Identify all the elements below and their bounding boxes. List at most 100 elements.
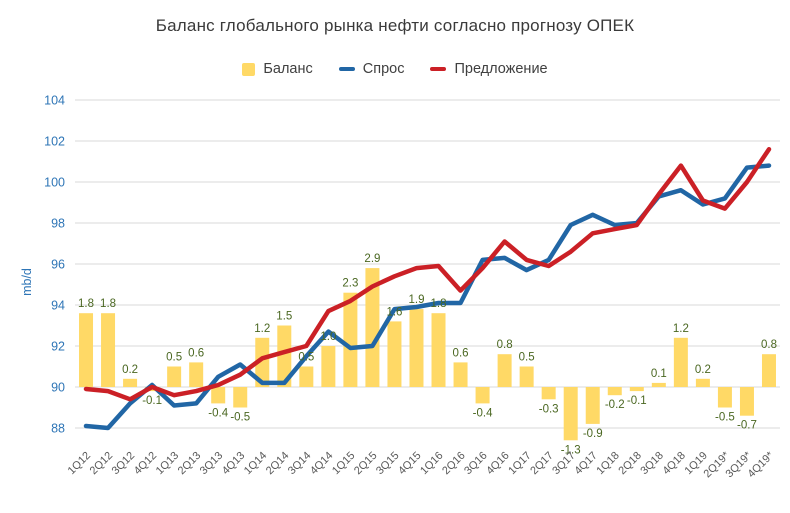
x-tick-label: 3Q18 xyxy=(638,450,666,478)
balance-bar xyxy=(519,366,534,387)
bar-value-label: 1.8 xyxy=(78,298,94,310)
balance-bar xyxy=(607,387,622,396)
bar-value-label: 1.6 xyxy=(386,306,402,318)
bar-value-label: 0.8 xyxy=(497,339,513,351)
bar-value-label: 0.2 xyxy=(122,364,138,376)
y-tick-label: 104 xyxy=(44,94,65,108)
bar-value-label: 0.5 xyxy=(298,352,314,364)
balance-bar xyxy=(101,313,116,387)
y-tick-label: 94 xyxy=(51,299,65,313)
balance-bar xyxy=(79,313,94,387)
bar-value-label: -0.4 xyxy=(473,407,493,419)
x-tick-label: 3Q15 xyxy=(374,450,402,478)
balance-bar xyxy=(673,337,688,387)
balance-bar xyxy=(233,387,248,408)
chart-title: Баланс глобального рынка нефти согласно … xyxy=(155,16,635,35)
balance-bar xyxy=(299,366,314,387)
bar-value-label: -0.5 xyxy=(230,412,250,424)
bar-value-label: 0.8 xyxy=(761,339,777,351)
bar-value-label: 1.5 xyxy=(276,311,292,323)
x-tick-label: 2Q16 xyxy=(440,450,468,478)
legend-item-supply: Предложение xyxy=(430,61,548,77)
x-tick-label: 1Q16 xyxy=(418,450,446,478)
x-tick-label: 1Q17 xyxy=(506,450,534,478)
x-tick-label: 1Q15 xyxy=(330,450,358,478)
bar-value-label: 1.2 xyxy=(254,323,270,335)
bar-value-label: 1.8 xyxy=(431,298,447,310)
bar-value-label: 1.2 xyxy=(673,323,689,335)
x-tick-label: 1Q14 xyxy=(242,450,270,478)
x-tick-label: 2Q13 xyxy=(176,450,204,478)
x-tick-label: 2Q17 xyxy=(528,450,556,478)
y-axis-title: mb/d xyxy=(20,268,34,296)
balance-bar xyxy=(629,387,644,392)
legend-label-balance: Баланс xyxy=(263,61,313,77)
balance-bar xyxy=(277,325,292,387)
balance-bar xyxy=(739,387,754,416)
balance-bar xyxy=(475,387,490,404)
y-tick-label: 98 xyxy=(51,217,65,231)
bar-value-label: -0.2 xyxy=(605,399,625,411)
legend-label-supply: Предложение xyxy=(454,61,548,77)
demand-line xyxy=(83,163,772,431)
bar-value-label: -0.5 xyxy=(715,412,735,424)
balance-bar xyxy=(453,362,468,387)
x-tick-label: 1Q18 xyxy=(594,450,622,478)
x-tick-label: 3Q12 xyxy=(110,450,138,478)
x-tick-label: 2Q12 xyxy=(88,450,116,478)
balance-bar xyxy=(431,313,446,387)
x-tick-label: 2Q14 xyxy=(264,450,292,478)
x-tick-label: 3Q16 xyxy=(462,450,490,478)
y-tick-label: 92 xyxy=(51,340,65,354)
y-tick-label: 90 xyxy=(51,381,65,395)
bar-value-label: 1.0 xyxy=(320,331,336,343)
balance-bar xyxy=(321,346,336,387)
supply-line xyxy=(83,146,772,402)
bar-value-label: -0.7 xyxy=(737,420,757,432)
balance-bar xyxy=(585,387,600,424)
bar-value-label: -0.9 xyxy=(583,428,603,440)
bar-value-label: -0.4 xyxy=(208,407,228,419)
balance-bar xyxy=(651,382,666,387)
legend-item-demand: Спрос xyxy=(338,61,405,77)
legend-label-demand: Спрос xyxy=(362,61,405,77)
bar-value-label: 2.9 xyxy=(364,253,380,265)
x-tick-label: 2Q15 xyxy=(352,450,380,478)
x-tick-label: 4Q15 xyxy=(396,450,424,478)
x-tick-label: 4Q16 xyxy=(484,450,512,478)
bar-value-label: 0.6 xyxy=(453,347,469,359)
bar-value-label: 0.6 xyxy=(188,347,204,359)
bar-value-label: 0.1 xyxy=(651,368,667,380)
balance-bar xyxy=(717,387,732,408)
legend-item-balance: Баланс xyxy=(242,61,313,77)
balance-bar xyxy=(387,321,402,387)
balance-bar xyxy=(365,268,380,387)
y-tick-label: 102 xyxy=(44,135,65,149)
x-tick-label: 4Q12 xyxy=(132,450,160,478)
x-tick-label: 1Q12 xyxy=(66,450,94,478)
balance-bar xyxy=(343,292,358,387)
balance-bar xyxy=(167,366,182,387)
bar-value-label: 1.8 xyxy=(100,298,116,310)
balance-bar xyxy=(211,387,226,404)
balance-bar xyxy=(409,309,424,387)
bar-value-label: -1.3 xyxy=(561,444,581,456)
y-tick-label: 88 xyxy=(51,422,65,436)
y-tick-label: 100 xyxy=(44,176,65,190)
bar-value-label: 1.9 xyxy=(408,294,424,306)
x-tick-label: 1Q13 xyxy=(154,450,182,478)
x-tick-label: 3Q14 xyxy=(286,450,314,478)
bar-value-label: 0.2 xyxy=(695,364,711,376)
x-tick-label: 4Q18 xyxy=(660,450,688,478)
balance-bar xyxy=(255,337,270,387)
bar-value-label: 0.5 xyxy=(519,352,535,364)
balance-bar xyxy=(761,354,776,387)
balance-bar xyxy=(189,362,204,387)
x-tick-label: 2Q18 xyxy=(616,450,644,478)
x-tick-label: 3Q13 xyxy=(198,450,226,478)
bar-value-label: -0.1 xyxy=(627,395,647,407)
bar-value-label: -0.1 xyxy=(142,395,162,407)
bar-value-label: 0.5 xyxy=(166,352,182,364)
